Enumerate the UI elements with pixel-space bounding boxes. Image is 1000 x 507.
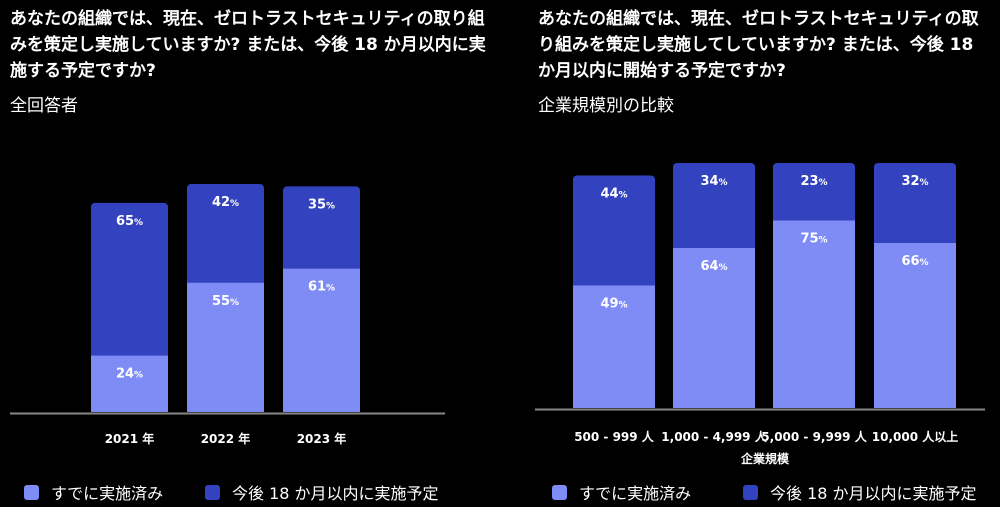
bar-done: [91, 355, 168, 412]
x-tick-label: 1,000 - 4,999 人: [661, 429, 767, 444]
bar-planned: [573, 175, 655, 292]
data-label-planned: 35%: [308, 197, 335, 212]
bar-planned: [874, 163, 956, 249]
bar-done: [874, 243, 956, 408]
data-label-done: 49%: [600, 297, 627, 312]
data-label-planned: 34%: [700, 174, 727, 189]
bar-planned: [187, 184, 264, 289]
x-tick-label: 10,000 人以上: [872, 429, 959, 444]
legend-label: すでに実施済み: [579, 484, 692, 503]
legend-label: 今後 18 か月以内に実施予定: [770, 484, 977, 503]
right-legend-done: すでに実施済み: [552, 480, 691, 504]
data-label-done: 55%: [212, 294, 239, 309]
left-legend-done: すでに実施済み: [24, 480, 163, 504]
bar-planned: [673, 163, 755, 254]
bar-done: [283, 268, 360, 412]
legend-swatch-done: [552, 484, 567, 500]
bar-done: [573, 285, 655, 408]
data-label-done: 61%: [308, 280, 335, 295]
left-chart-subtitle: 全回答者: [10, 96, 78, 116]
x-tick-label: 500 - 999 人: [574, 429, 655, 444]
right-chart-subtitle: 企業規模別の比較: [538, 96, 674, 116]
bar-planned: [773, 163, 855, 227]
left-chart-title: あなたの組織では、現在、ゼロトラストセキュリティの取り組みを策定し実施しています…: [10, 9, 486, 81]
data-label-done: 64%: [700, 259, 727, 274]
bar-done: [673, 248, 755, 408]
data-label-planned: 44%: [600, 187, 627, 202]
data-label-planned: 32%: [901, 174, 928, 189]
bar-planned: [283, 186, 360, 275]
data-label-done: 24%: [116, 367, 143, 382]
x-tick-label: 2021 年: [105, 431, 155, 446]
data-label-planned: 23%: [800, 174, 827, 189]
data-label-done: 75%: [800, 232, 827, 247]
x-axis-title: 企業規模: [740, 451, 790, 466]
bar-planned: [91, 202, 168, 362]
right-legend-planned: 今後 18 か月以内に実施予定: [743, 480, 977, 504]
bar-done: [773, 220, 855, 408]
legend-swatch-done: [24, 484, 39, 500]
data-label-done: 66%: [901, 254, 928, 269]
data-label-planned: 65%: [116, 214, 143, 229]
left-legend-planned: 今後 18 か月以内に実施予定: [205, 480, 439, 504]
x-tick-label: 2022 年: [201, 431, 251, 446]
x-tick-label: 5,000 - 9,999 人: [761, 429, 867, 444]
right-chart-title: あなたの組織では、現在、ゼロトラストセキュリティの取り組みを策定し実施してしてい…: [538, 9, 979, 81]
x-tick-label: 2023 年: [297, 431, 347, 446]
legend-swatch-planned: [205, 484, 220, 500]
data-label-planned: 42%: [212, 195, 239, 210]
legend-label: 今後 18 か月以内に実施予定: [232, 484, 439, 503]
bar-done: [187, 282, 264, 412]
legend-label: すでに実施済み: [51, 484, 164, 503]
legend-swatch-planned: [743, 484, 758, 500]
